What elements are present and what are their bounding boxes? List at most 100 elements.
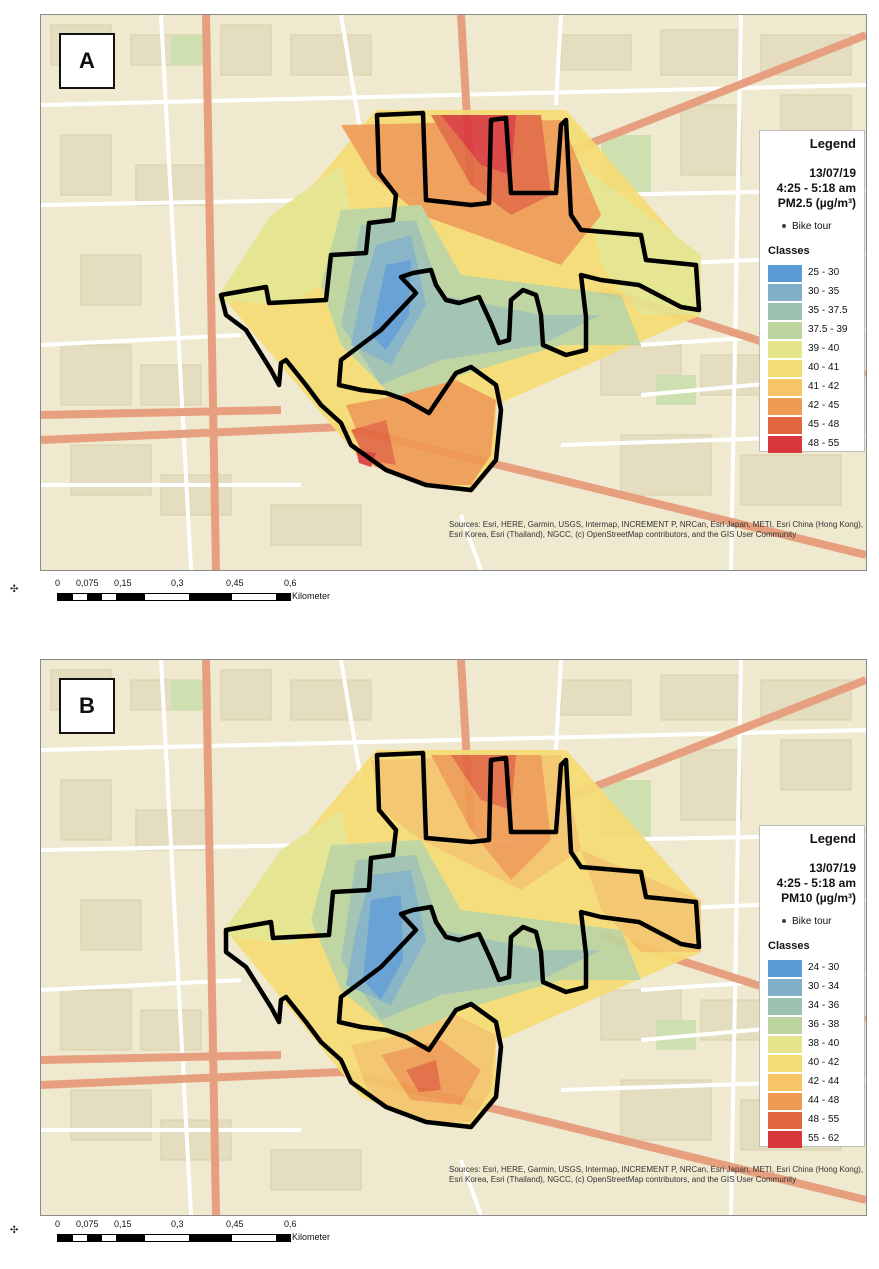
- map-block: [60, 779, 112, 841]
- class-zone: [351, 420, 396, 465]
- bike-tour-label: Bike tour: [792, 221, 832, 232]
- base-map-a[interactable]: [41, 15, 866, 570]
- legend-class-item: 38 - 40: [768, 1035, 862, 1054]
- legend-bike-tour: Bike tour: [782, 221, 831, 232]
- class-zone: [581, 850, 701, 952]
- minor-street: [459, 514, 483, 570]
- legend-class-label: 44 - 48: [808, 1095, 840, 1106]
- legend-class-item: 55 - 62: [768, 1130, 862, 1149]
- legend-class-label: 34 - 36: [808, 1000, 840, 1011]
- scale-tick: 0,45: [226, 1219, 244, 1229]
- scale-bar: [57, 593, 291, 601]
- map-block: [660, 29, 742, 76]
- map-panel-a: A Legend 13/07/19 4:25 - 5:18 am PM2.5 (…: [40, 14, 867, 571]
- minor-street: [41, 333, 242, 347]
- legend-class-swatch: [768, 1055, 802, 1072]
- map-block: [160, 474, 232, 516]
- map-block: [780, 739, 852, 791]
- legend-class-label: 30 - 35: [808, 286, 840, 297]
- legend-b: Legend 13/07/19 4:25 - 5:18 am PM10 (µg/…: [759, 825, 865, 1149]
- legend-class-swatch: [768, 398, 802, 415]
- class-zone: [216, 165, 361, 305]
- major-road: [559, 31, 866, 159]
- map-block: [560, 34, 632, 71]
- scale-tick: 0,075: [76, 578, 99, 588]
- map-block: [60, 989, 132, 1051]
- legend-class-swatch: [768, 341, 802, 358]
- scale-tick: 0,6: [284, 578, 297, 588]
- north-arrow-icon: ✣: [10, 1225, 19, 1236]
- legend-class-label: 36 - 38: [808, 1019, 840, 1030]
- map-block: [680, 104, 742, 176]
- legend-class-label: 41 - 42: [808, 381, 840, 392]
- major-road: [41, 1051, 282, 1064]
- major-road: [41, 406, 282, 419]
- legend-class-item: 48 - 55: [768, 435, 862, 454]
- legend-class-item: 42 - 45: [768, 397, 862, 416]
- minor-street: [554, 660, 563, 751]
- legend-class-item: 39 - 40: [768, 340, 862, 359]
- legend-class-item: 35 - 37.5: [768, 302, 862, 321]
- legend-class-item: 44 - 48: [768, 1092, 862, 1111]
- legend-bike-tour: Bike tour: [782, 916, 831, 927]
- legend-class-swatch: [768, 303, 802, 320]
- map-block: [140, 364, 202, 406]
- map-block: [70, 444, 152, 496]
- class-zone: [406, 1060, 441, 1092]
- legend-class-swatch: [768, 1017, 802, 1034]
- legend-class-label: 40 - 42: [808, 1057, 840, 1068]
- bike-tour-route: [223, 750, 702, 1130]
- scale-unit: Kilometer: [292, 1232, 331, 1242]
- map-block: [80, 254, 142, 306]
- scale-tick: 0,15: [114, 578, 132, 588]
- legend-unit: PM10 (µg/m³): [781, 891, 856, 905]
- legend-class-item: 25 - 30: [768, 264, 862, 283]
- legend-classes-title: Classes: [768, 245, 810, 257]
- scale-unit: Kilometer: [292, 591, 331, 601]
- map-block: [290, 34, 372, 76]
- legend-class-item: 24 - 30: [768, 959, 862, 978]
- minor-street: [459, 1159, 483, 1215]
- legend-class-label: 38 - 40: [808, 1038, 840, 1049]
- map-block: [60, 134, 112, 196]
- panel-label-a: A: [59, 33, 115, 89]
- scale-tick: 0,6: [284, 1219, 297, 1229]
- legend-class-label: 25 - 30: [808, 267, 840, 278]
- legend-a: Legend 13/07/19 4:25 - 5:18 am PM2.5 (µg…: [759, 130, 865, 454]
- legend-class-swatch: [768, 1093, 802, 1110]
- map-block: [680, 749, 742, 821]
- scale-bar: [57, 1234, 291, 1242]
- map-block: [80, 899, 142, 951]
- scalebar-b: ✣ 0 0,075 0,15 0,3 0,45 0,6 Kilometer: [10, 1219, 430, 1269]
- scale-tick: 0,3: [171, 1219, 184, 1229]
- legend-class-label: 39 - 40: [808, 343, 840, 354]
- legend-classes-title: Classes: [768, 940, 810, 952]
- minor-street: [159, 660, 193, 1215]
- map-block: [620, 1079, 712, 1141]
- base-map-b[interactable]: [41, 660, 866, 1215]
- legend-class-item: 30 - 34: [768, 978, 862, 997]
- map-block: [270, 1149, 362, 1191]
- legend-class-item: 48 - 55: [768, 1111, 862, 1130]
- bike-tour-label: Bike tour: [792, 916, 832, 927]
- map-block: [290, 679, 372, 721]
- legend-class-item: 41 - 42: [768, 378, 862, 397]
- map-block: [740, 454, 842, 506]
- minor-street: [159, 15, 193, 570]
- legend-class-label: 42 - 45: [808, 400, 840, 411]
- legend-date: 13/07/19: [809, 166, 856, 180]
- map-block: [270, 504, 362, 546]
- scale-tick: 0: [55, 1219, 61, 1229]
- legend-class-swatch: [768, 360, 802, 377]
- map-block: [220, 669, 272, 721]
- north-arrow-icon: ✣: [10, 584, 19, 595]
- legend-title: Legend: [809, 136, 856, 151]
- map-block: [660, 674, 742, 721]
- map-block: [60, 344, 132, 406]
- scale-tick: 0,3: [171, 578, 184, 588]
- map-block: [70, 1089, 152, 1141]
- minor-street: [339, 660, 363, 781]
- map-sources: Sources: Esri, HERE, Garmin, USGS, Inter…: [449, 520, 864, 539]
- map-block: [220, 24, 272, 76]
- legend-class-swatch: [768, 998, 802, 1015]
